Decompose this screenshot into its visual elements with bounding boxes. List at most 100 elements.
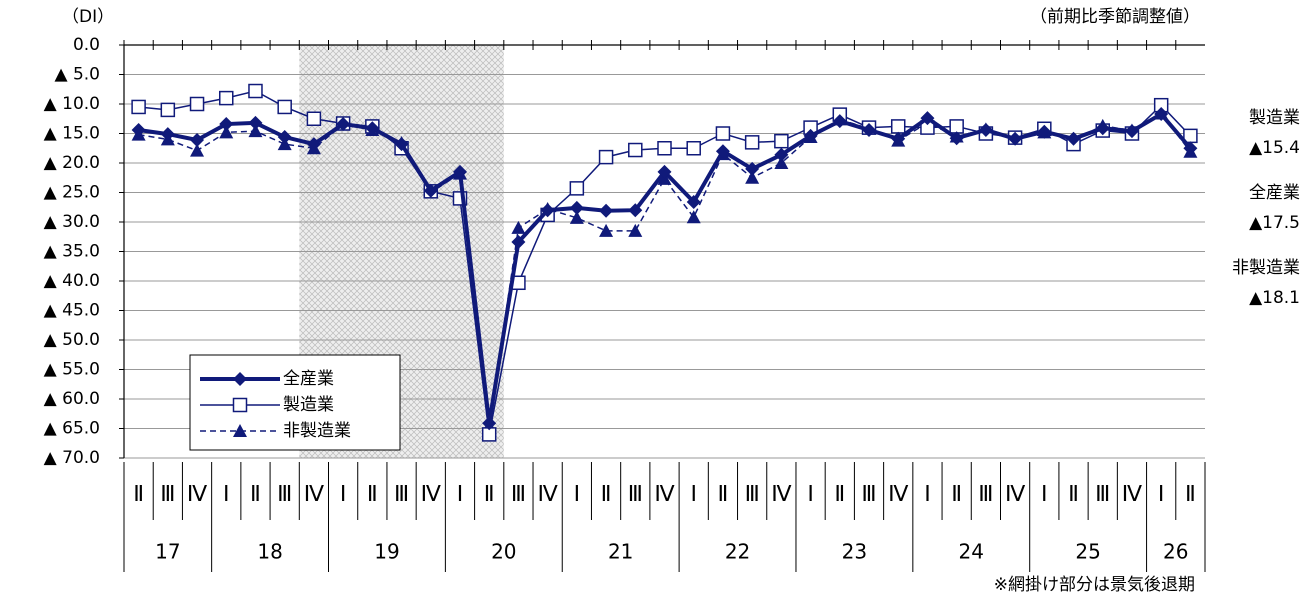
x-tick-label: Ⅳ [771,481,792,506]
marker [949,119,964,134]
x-tick-label: Ⅲ [978,481,993,506]
y-tick-label: ▲ 20.0 [44,153,100,173]
marker [248,83,263,99]
year-label: 17 [155,540,180,564]
marker [365,121,380,136]
x-tick-label: Ⅲ [1095,481,1110,506]
marker [891,131,906,146]
note: ※網掛け部分は景気後退期 [994,575,1195,595]
legend-label: 全産業 [283,369,334,389]
marker [306,111,322,126]
x-tick-label: Ⅰ [1158,481,1165,506]
marker [745,161,760,176]
x-tick-label: Ⅱ [601,481,612,506]
marker [277,130,292,145]
x-tick-label: Ⅳ [187,481,208,506]
x-tick-label: Ⅳ [537,481,558,506]
x-tick-label: Ⅳ [304,481,325,506]
legend-box [189,354,401,451]
x-tick-label: Ⅱ [951,481,962,506]
year-label: 26 [1163,540,1188,564]
marker [686,210,701,224]
marker [715,126,731,141]
y-tick-label: ▲ 15.0 [44,124,100,144]
x-tick-label: Ⅰ [1041,481,1048,506]
marker [628,203,643,218]
x-tick-label: Ⅰ [574,481,581,506]
y-tick-label: ▲ 50.0 [44,330,100,350]
marker [628,142,643,158]
year-label: 18 [257,540,282,564]
marker [920,111,935,126]
x-tick-label: Ⅱ [834,481,845,506]
marker [569,181,585,196]
end-series-name: 全産業 [1249,183,1300,203]
year-label: 25 [1075,540,1100,564]
marker [336,117,351,132]
y-tick-label: ▲ 60.0 [44,389,100,409]
x-tick-label: Ⅱ [1068,481,1079,506]
end-value-label: ▲17.5 [1249,213,1300,233]
year-label: 21 [608,540,633,564]
end-value-label: ▲15.4 [1249,138,1300,158]
x-tick-label: Ⅱ [1185,481,1196,506]
marker [248,124,263,138]
x-tick-label: Ⅲ [861,481,876,506]
marker [233,372,247,386]
marker [1037,124,1052,139]
year-label: 20 [491,540,516,564]
legend-label: 製造業 [283,395,334,415]
y-tick-label: ▲ 5.0 [54,65,100,85]
y-tick-label: ▲ 35.0 [44,242,100,262]
marker [774,156,789,169]
subtitle: （前期比季節調整値） [1030,7,1200,27]
x-tick-label: Ⅰ [924,481,931,506]
marker [131,99,146,115]
x-tick-label: Ⅱ [718,481,729,506]
marker [233,424,247,437]
marker [219,117,234,132]
marker [949,131,964,146]
x-tick-label: Ⅲ [160,481,175,506]
marker [160,127,175,142]
marker [219,125,234,139]
marker [1066,131,1081,146]
y-unit: （DI） [62,7,114,27]
year-label: 24 [959,540,984,564]
y-tick-label: ▲ 40.0 [44,271,100,291]
legend-label: 非製造業 [283,421,351,441]
marker [452,164,467,179]
y-tick-label: ▲ 65.0 [44,419,100,439]
marker [978,122,993,137]
y-tick-label: ▲ 30.0 [44,212,100,232]
y-tick-label: ▲ 10.0 [44,94,100,114]
marker [1008,131,1023,146]
marker [160,102,176,118]
marker [1183,141,1198,156]
x-tick-label: Ⅱ [484,481,495,506]
marker [832,114,847,129]
marker [745,170,760,184]
x-tick-label: Ⅰ [690,481,697,506]
marker [423,183,438,198]
marker [190,143,205,157]
year-label: 23 [842,540,867,564]
marker [774,147,789,162]
marker [715,144,730,159]
marker [598,149,614,165]
year-label: 19 [374,540,399,564]
marker [1095,121,1110,136]
x-tick-label: Ⅱ [133,481,144,506]
marker [540,203,555,218]
end-series-name: 製造業 [1249,108,1300,128]
x-tick-label: Ⅰ [340,481,347,506]
marker [190,132,205,147]
marker [569,200,584,215]
marker [248,115,263,130]
x-tick-label: Ⅱ [367,481,378,506]
marker [890,119,906,134]
marker [219,90,234,106]
x-tick-label: Ⅳ [654,481,675,506]
x-tick-label: Ⅲ [745,481,760,506]
